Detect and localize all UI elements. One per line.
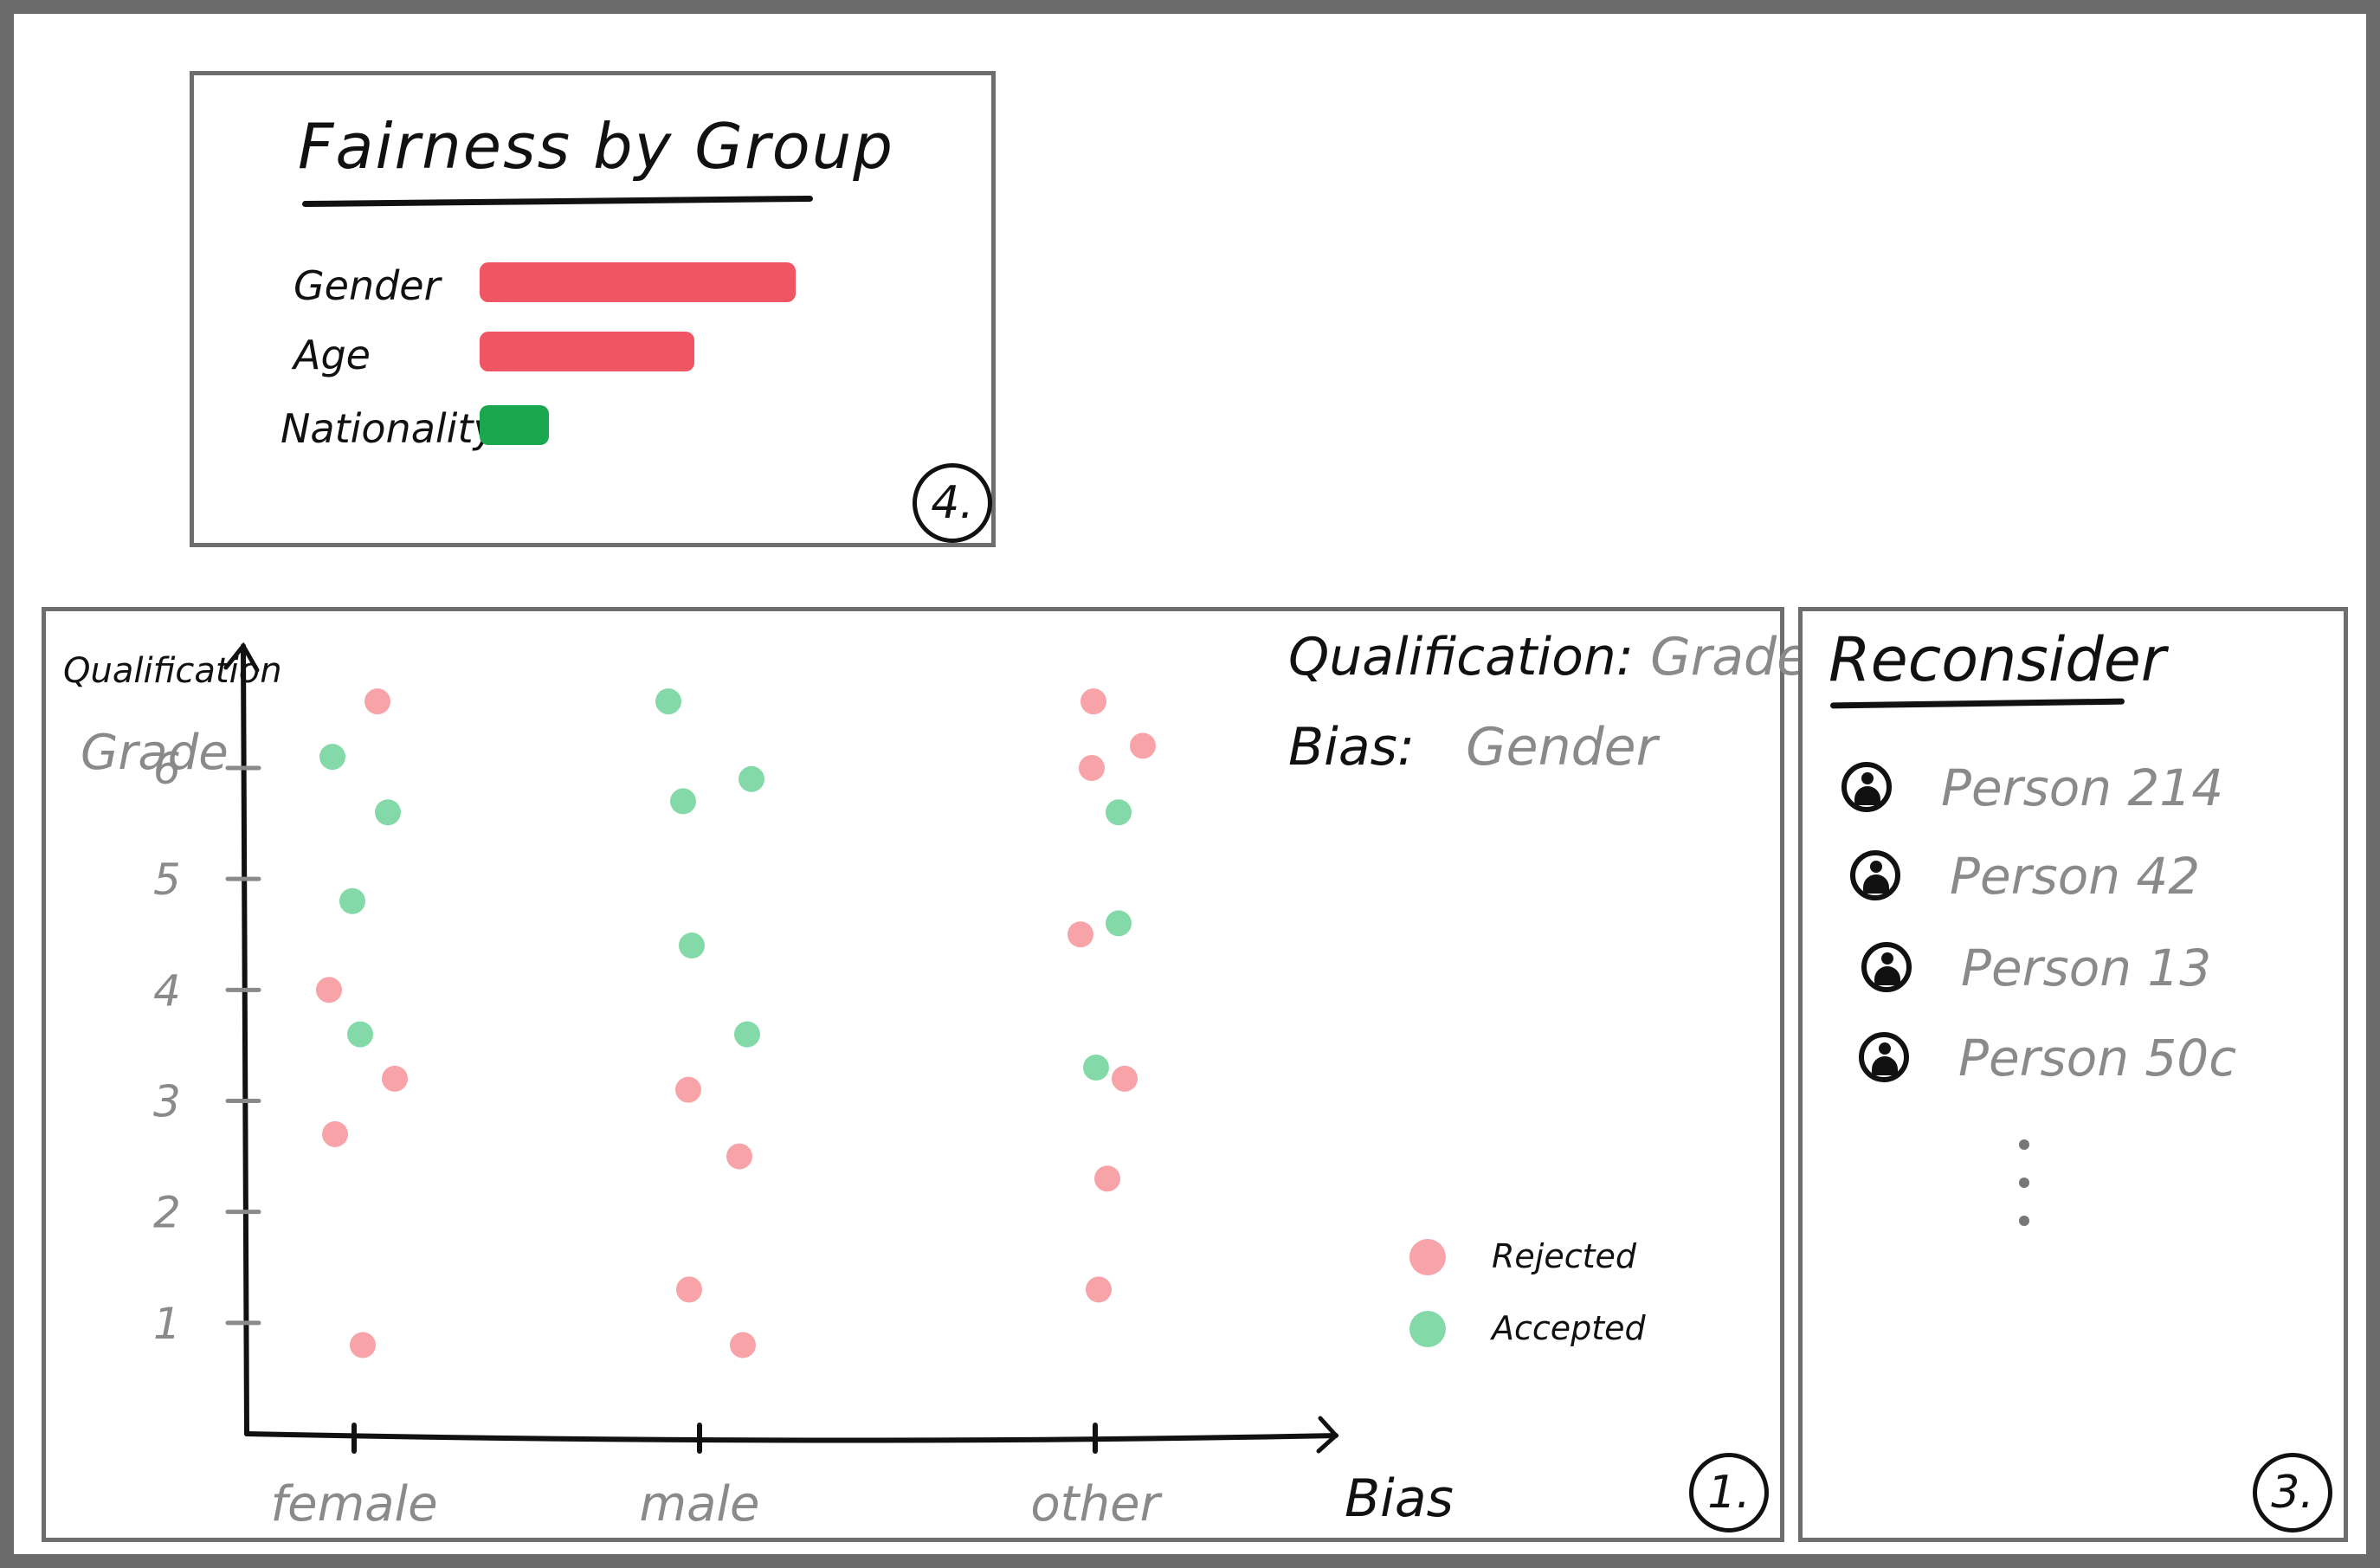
data-point-rejected	[364, 688, 390, 715]
y-tick-label: 1	[153, 1299, 181, 1349]
y-axis-sublabel: Grade	[81, 725, 229, 781]
bias-info-label: Bias:	[1288, 717, 1416, 778]
data-point-rejected	[1086, 1276, 1112, 1303]
reconsider-item[interactable]: Person 214	[1841, 758, 2326, 828]
data-point-rejected	[322, 1120, 348, 1147]
data-point-rejected	[730, 1332, 756, 1358]
scatter-panel: Qualification Grade Bias 1 2 3 4 5 6 female male ot…	[42, 607, 1809, 1542]
panel-number-badge: 4.	[913, 463, 992, 543]
fairness-panel: Fairness by Group Gender Age Nationality…	[190, 71, 996, 547]
data-point-rejected	[676, 1276, 702, 1303]
y-axis-arrow	[223, 642, 260, 673]
y-axis-label: Qualification	[63, 651, 282, 691]
data-point-rejected	[382, 1065, 408, 1092]
legend-label-accepted: Accepted	[1492, 1309, 1646, 1347]
data-point-rejected	[726, 1143, 752, 1170]
legend-marker-rejected	[1409, 1239, 1446, 1275]
reconsider-item[interactable]: Person 42	[1850, 847, 2335, 916]
data-point-rejected	[350, 1332, 376, 1358]
data-point-rejected	[316, 977, 342, 1003]
qualification-info: Qualification: Grade	[1288, 627, 1809, 687]
y-tick-label: 3	[153, 1076, 181, 1126]
qualification-info-label: Qualification:	[1288, 627, 1635, 687]
data-point-accepted	[739, 765, 764, 792]
data-point-accepted	[734, 1021, 760, 1048]
legend-label-rejected: Rejected	[1492, 1237, 1637, 1275]
data-point-accepted	[655, 688, 681, 715]
title-underline	[1829, 698, 2125, 709]
reconsider-panel: Reconsider Person 214 Person 42 Person 1…	[1798, 607, 2348, 1542]
y-tick-label: 2	[153, 1188, 181, 1238]
data-point-accepted	[1083, 1055, 1109, 1081]
title-underline	[301, 195, 814, 208]
data-point-accepted	[375, 799, 401, 826]
data-point-rejected	[1094, 1165, 1120, 1192]
person-avatar-icon	[1861, 942, 1912, 992]
data-point-rejected	[1112, 1065, 1138, 1092]
fairness-row-label: Gender	[293, 262, 441, 309]
fairness-bar	[480, 332, 694, 371]
x-tick-label: other	[1030, 1476, 1162, 1533]
data-point-accepted	[670, 788, 696, 815]
x-tick-label: male	[640, 1476, 760, 1533]
data-point-rejected	[675, 1076, 701, 1103]
legend-marker-accepted	[1409, 1311, 1446, 1347]
fairness-bar	[480, 262, 796, 302]
x-tick-label: female	[270, 1476, 437, 1533]
data-point-rejected	[1079, 754, 1105, 781]
x-axis-line	[244, 1431, 1338, 1443]
data-point-accepted	[1106, 910, 1132, 937]
scatter-chart: Qualification Grade Bias 1 2 3 4 5 6 female male ot…	[63, 642, 1454, 1533]
y-tick-label: 4	[153, 965, 181, 1016]
bias-info-value[interactable]: Gender	[1466, 717, 1658, 778]
data-point-rejected	[1067, 921, 1093, 948]
fairness-title: Fairness by Group	[298, 110, 894, 183]
more-items-ellipsis-icon	[2019, 1139, 2029, 1254]
data-point-accepted	[347, 1021, 373, 1048]
reconsider-item-label: Person 214	[1941, 758, 2224, 817]
data-point-rejected	[1080, 688, 1106, 715]
reconsider-item-label: Person 42	[1950, 847, 2201, 906]
reconsider-item[interactable]: Person 13	[1861, 939, 2346, 1008]
data-point-accepted	[1106, 799, 1132, 826]
panel-number-badge: 3.	[2253, 1453, 2332, 1533]
fairness-bar	[480, 405, 549, 445]
panel-number-badge: 1.	[1689, 1453, 1769, 1533]
data-point-rejected	[1130, 732, 1156, 759]
data-point-accepted	[319, 744, 345, 771]
person-avatar-icon	[1859, 1032, 1909, 1082]
person-avatar-icon	[1850, 850, 1900, 900]
reconsider-title: Reconsider	[1829, 624, 2166, 695]
qualification-info-value[interactable]: Grade	[1650, 627, 1809, 687]
reconsider-item-label: Person 13	[1961, 939, 2212, 997]
fairness-row-age[interactable]: Age	[194, 326, 973, 378]
data-point-accepted	[339, 887, 365, 914]
y-tick-label: 6	[153, 744, 181, 794]
y-tick-label: 5	[153, 855, 181, 905]
fairness-row-nationality[interactable]: Nationality	[194, 400, 973, 452]
reconsider-item-label: Person 50c	[1958, 1029, 2237, 1087]
fairness-row-gender[interactable]: Gender	[194, 257, 973, 309]
reconsider-item[interactable]: Person 50c	[1859, 1029, 2344, 1098]
bias-info: Bias: Gender	[1288, 717, 1657, 778]
data-point-accepted	[679, 932, 705, 959]
person-avatar-icon	[1841, 762, 1892, 812]
fairness-row-label: Age	[293, 332, 371, 378]
x-axis-arrow	[1316, 1416, 1339, 1454]
y-axis-line	[241, 643, 249, 1436]
x-axis-label: Bias	[1345, 1468, 1454, 1529]
fairness-row-label: Nationality	[281, 405, 497, 452]
